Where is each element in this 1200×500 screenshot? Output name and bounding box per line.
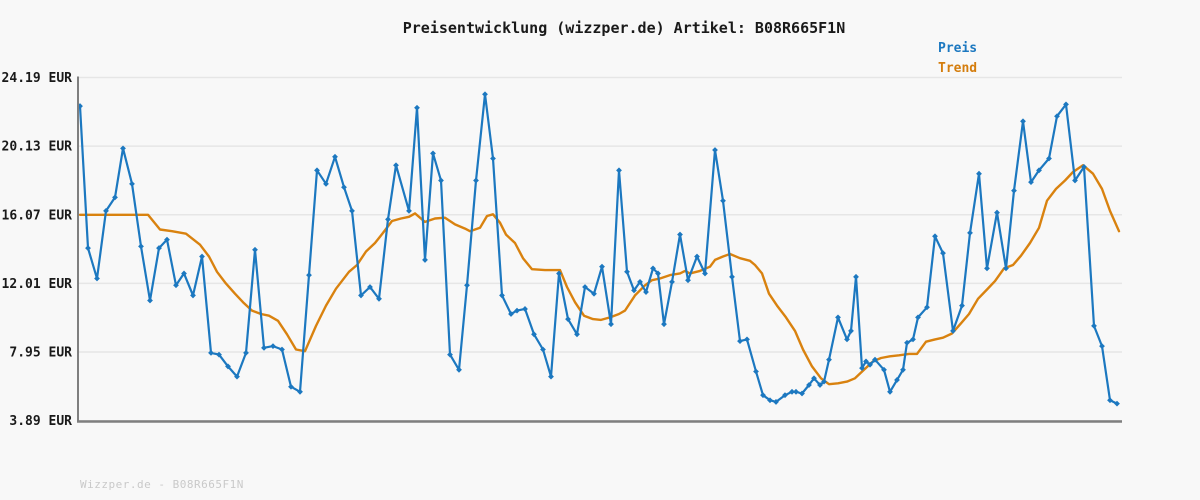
- series-markers-preis: [77, 91, 1120, 407]
- legend-item-preis: Preis: [938, 41, 978, 56]
- legend-item-trend: Trend: [938, 61, 978, 76]
- y-tick-label: 12.01 EUR: [2, 277, 73, 292]
- y-tick-label: 16.07 EUR: [2, 208, 73, 223]
- y-tick-label: 20.13 EUR: [2, 140, 73, 155]
- y-tick-label: 7.95 EUR: [9, 346, 72, 361]
- chart-title: Preisentwicklung (wizzper.de) Artikel: B…: [402, 19, 846, 37]
- chart-legend: Preis Trend: [938, 39, 977, 79]
- y-tick-label: 3.89 EUR: [9, 414, 72, 429]
- series-line-preis: [78, 93, 1119, 405]
- watermark-text: Wizzper.de - B08R665F1N: [80, 478, 244, 491]
- y-tick-label: 24.19 EUR: [2, 71, 73, 86]
